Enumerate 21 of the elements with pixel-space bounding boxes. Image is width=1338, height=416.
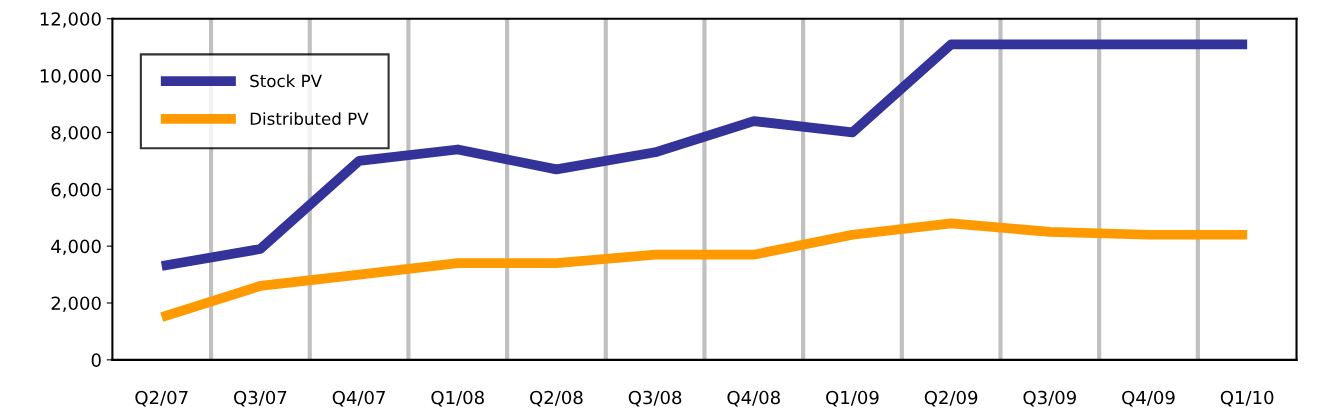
x-tick-label: Q3/09 (1023, 390, 1076, 407)
y-tick-label: 0 (91, 353, 101, 367)
y-tick-label: 10,000 (40, 69, 101, 85)
y-tick-label: 2,000 (51, 296, 101, 312)
x-tick-label: Q3/08 (628, 390, 682, 407)
x-tick-label: Q2/08 (530, 390, 583, 407)
x-tick-label: Q2/09 (924, 390, 978, 407)
x-tick-label: Q4/09 (1122, 390, 1175, 407)
x-tick-label: Q3/07 (234, 390, 287, 407)
x-tick-label: Q4/07 (332, 390, 385, 407)
x-tick-label: Q1/09 (826, 390, 879, 407)
y-tick-label: 12,000 (40, 12, 101, 28)
legend-label: Distributed PV (250, 112, 369, 126)
legend-label: Stock PV (250, 74, 322, 88)
y-tick-label: 8,000 (51, 125, 101, 142)
y-tick-label: 6,000 (51, 182, 101, 199)
x-tick-label: Q1/08 (431, 390, 484, 407)
x-tick-label: Q4/08 (727, 390, 780, 407)
x-tick-label: Q1/10 (1220, 390, 1274, 407)
y-tick-label: 4,000 (51, 239, 101, 256)
x-tick-label: Q2/07 (135, 390, 188, 407)
